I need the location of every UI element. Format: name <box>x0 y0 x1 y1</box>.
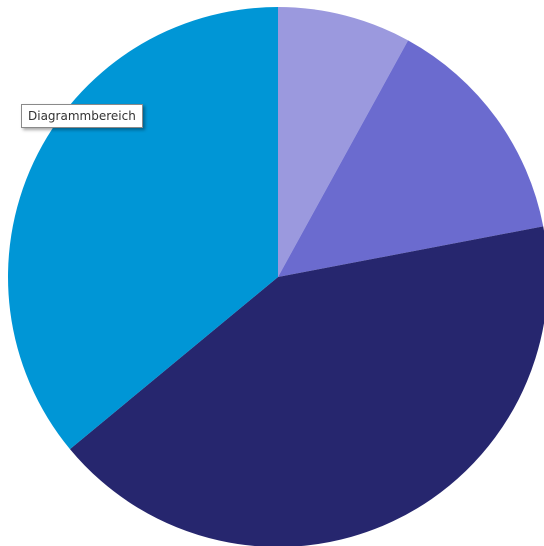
pie-slice <box>278 7 409 277</box>
pie-slice <box>278 40 544 277</box>
tooltip: Diagrammbereich <box>21 104 143 128</box>
pie-slice <box>69 226 544 546</box>
